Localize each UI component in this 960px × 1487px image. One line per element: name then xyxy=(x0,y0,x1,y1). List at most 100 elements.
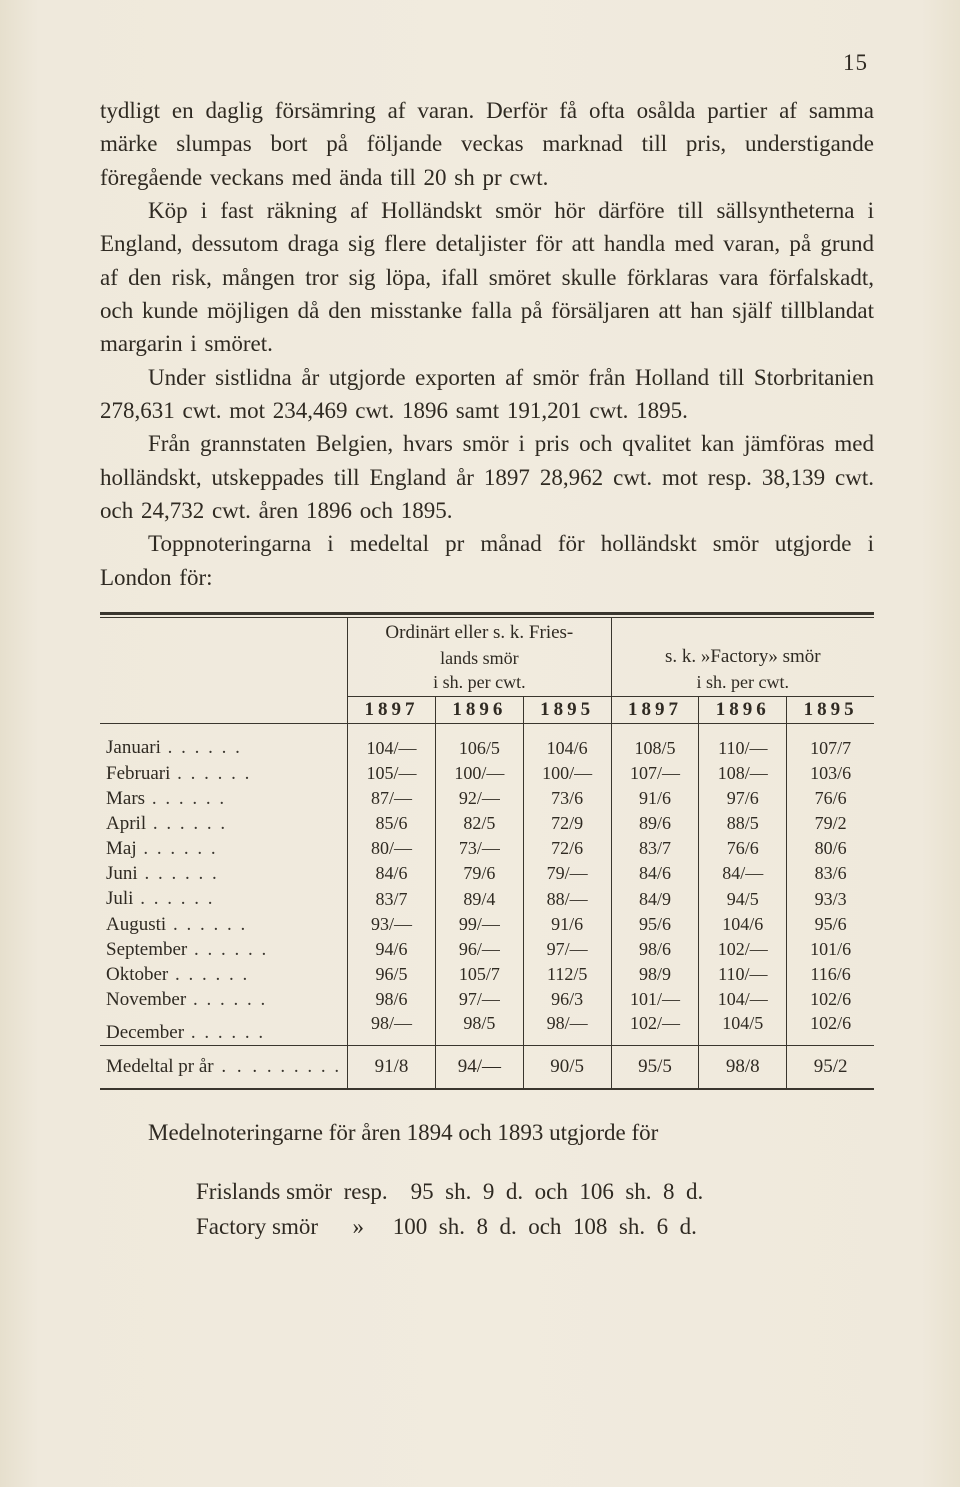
value-cell: 98/6 xyxy=(611,937,699,962)
value-cell: 102/— xyxy=(699,937,787,962)
value-cell: 73/6 xyxy=(523,786,611,811)
table-row: April85/682/572/989/688/579/2 xyxy=(100,811,874,836)
value-cell: 97/6 xyxy=(699,786,787,811)
value-cell: 97/— xyxy=(523,937,611,962)
group-header-ordinart: Ordinärt eller s. k. Fries- lands smör i… xyxy=(348,618,611,697)
value-cell: 91/6 xyxy=(611,786,699,811)
avg-cell: 98/8 xyxy=(699,1046,787,1089)
table-row: Januari104/—106/5104/6108/5110/—107/7 xyxy=(100,724,874,761)
table-row: November98/697/—96/3101/—104/—102/6 xyxy=(100,987,874,1012)
page-number: 15 xyxy=(100,50,868,76)
value-cell: 102/6 xyxy=(787,1012,874,1045)
month-cell: Juni xyxy=(100,861,348,886)
value-cell: 101/— xyxy=(611,987,699,1012)
avg-cell: 90/5 xyxy=(523,1046,611,1089)
group-header-line: lands smör xyxy=(354,646,604,670)
value-cell: 89/6 xyxy=(611,811,699,836)
value-cell: 83/7 xyxy=(348,886,436,911)
year-header: 1895 xyxy=(787,697,874,724)
value-cell: 88/— xyxy=(523,886,611,911)
paragraph-2: Köp i fast räkning af Holländskt smör hö… xyxy=(100,194,874,361)
value-cell: 98/— xyxy=(523,1012,611,1045)
value-cell: 103/6 xyxy=(787,761,874,786)
value-cell: 99/— xyxy=(435,912,523,937)
value-cell: 104/6 xyxy=(699,912,787,937)
year-header: 1897 xyxy=(611,697,699,724)
value-cell: 79/— xyxy=(523,861,611,886)
value-cell: 95/6 xyxy=(611,912,699,937)
value-cell: 105/7 xyxy=(435,962,523,987)
value-cell: 108/5 xyxy=(611,724,699,761)
value-cell: 100/— xyxy=(523,761,611,786)
value-cell: 94/5 xyxy=(699,886,787,911)
avg-cell: 95/2 xyxy=(787,1046,874,1089)
value-cell: 112/5 xyxy=(523,962,611,987)
avg-cell: 94/— xyxy=(435,1046,523,1089)
value-cell: 91/6 xyxy=(523,912,611,937)
value-cell: 110/— xyxy=(699,724,787,761)
paragraph-1: tydligt en daglig försämring af varan. D… xyxy=(100,94,874,194)
value-cell: 83/6 xyxy=(787,861,874,886)
month-cell: Februari xyxy=(100,761,348,786)
value-cell: 84/6 xyxy=(348,861,436,886)
table-row: Maj80/—73/—72/683/776/680/6 xyxy=(100,836,874,861)
month-cell: Juli xyxy=(100,886,348,911)
value-cell: 97/— xyxy=(435,987,523,1012)
table-row: Februari105/—100/—100/—107/—108/—103/6 xyxy=(100,761,874,786)
paragraph-5: Toppnoteringarna i medeltal pr månad för… xyxy=(100,527,874,594)
price-table: Ordinärt eller s. k. Fries- lands smör i… xyxy=(100,618,874,1088)
value-cell: 76/6 xyxy=(787,786,874,811)
paragraph-3: Under sistlidna år utgjorde exporten af … xyxy=(100,361,874,428)
table-row: Juli83/789/488/—84/994/593/3 xyxy=(100,886,874,911)
value-cell: 102/— xyxy=(611,1012,699,1045)
value-cell: 93/3 xyxy=(787,886,874,911)
value-cell: 98/— xyxy=(348,1012,436,1045)
value-cell: 98/5 xyxy=(435,1012,523,1045)
value-cell: 72/9 xyxy=(523,811,611,836)
value-cell: 96/3 xyxy=(523,987,611,1012)
value-cell: 88/5 xyxy=(699,811,787,836)
table-row: Mars87/—92/—73/691/697/676/6 xyxy=(100,786,874,811)
listing-row: Frislands smör resp. 95 sh. 9 d. och 106… xyxy=(196,1174,874,1210)
table-row: Oktober96/5105/7112/598/9110/—116/6 xyxy=(100,962,874,987)
value-cell: 94/6 xyxy=(348,937,436,962)
table-row: September94/696/—97/—98/6102/—101/6 xyxy=(100,937,874,962)
value-cell: 108/— xyxy=(699,761,787,786)
value-cell: 104/— xyxy=(699,987,787,1012)
year-header: 1895 xyxy=(523,697,611,724)
paragraph-below-table: Medelnoteringarne för åren 1894 och 1893… xyxy=(100,1116,874,1151)
month-cell: Augusti xyxy=(100,912,348,937)
year-header: 1897 xyxy=(348,697,436,724)
group-header-line: Ordinärt eller s. k. Fries- xyxy=(385,622,573,643)
table-row: December98/—98/598/—102/—104/5102/6 xyxy=(100,1012,874,1045)
table-row: Juni84/679/679/—84/684/—83/6 xyxy=(100,861,874,886)
value-cell: 84/— xyxy=(699,861,787,886)
value-cell: 83/7 xyxy=(611,836,699,861)
value-cell: 84/6 xyxy=(611,861,699,886)
value-cell: 110/— xyxy=(699,962,787,987)
value-cell: 100/— xyxy=(435,761,523,786)
value-cell: 95/6 xyxy=(787,912,874,937)
value-cell: 106/5 xyxy=(435,724,523,761)
value-cell: 85/6 xyxy=(348,811,436,836)
group-header-factory: s. k. »Factory» smör i sh. per cwt. xyxy=(611,618,874,697)
value-cell: 104/— xyxy=(348,724,436,761)
listing-row: Factory smör » 100 sh. 8 d. och 108 sh. … xyxy=(196,1209,874,1245)
year-header: 1896 xyxy=(435,697,523,724)
page: 15 tydligt en daglig försämring af varan… xyxy=(0,0,960,1487)
price-table-wrapper: Ordinärt eller s. k. Fries- lands smör i… xyxy=(100,612,874,1090)
avg-label: Medeltal pr år xyxy=(106,1056,214,1077)
value-cell: 79/2 xyxy=(787,811,874,836)
value-cell: 73/— xyxy=(435,836,523,861)
month-cell: Oktober xyxy=(100,962,348,987)
value-cell: 104/6 xyxy=(523,724,611,761)
value-cell: 93/— xyxy=(348,912,436,937)
value-cell: 84/9 xyxy=(611,886,699,911)
group-header-line: s. k. »Factory» smör xyxy=(665,646,821,667)
paragraph-4: Från grannstaten Belgien, hvars smör i p… xyxy=(100,427,874,527)
value-cell: 89/4 xyxy=(435,886,523,911)
month-cell: December xyxy=(100,1012,348,1045)
table-row-average: Medeltal pr år . . . 91/8 94/— 90/5 95/5… xyxy=(100,1046,874,1089)
month-cell: Mars xyxy=(100,786,348,811)
group-header-line: i sh. per cwt. xyxy=(618,670,868,694)
